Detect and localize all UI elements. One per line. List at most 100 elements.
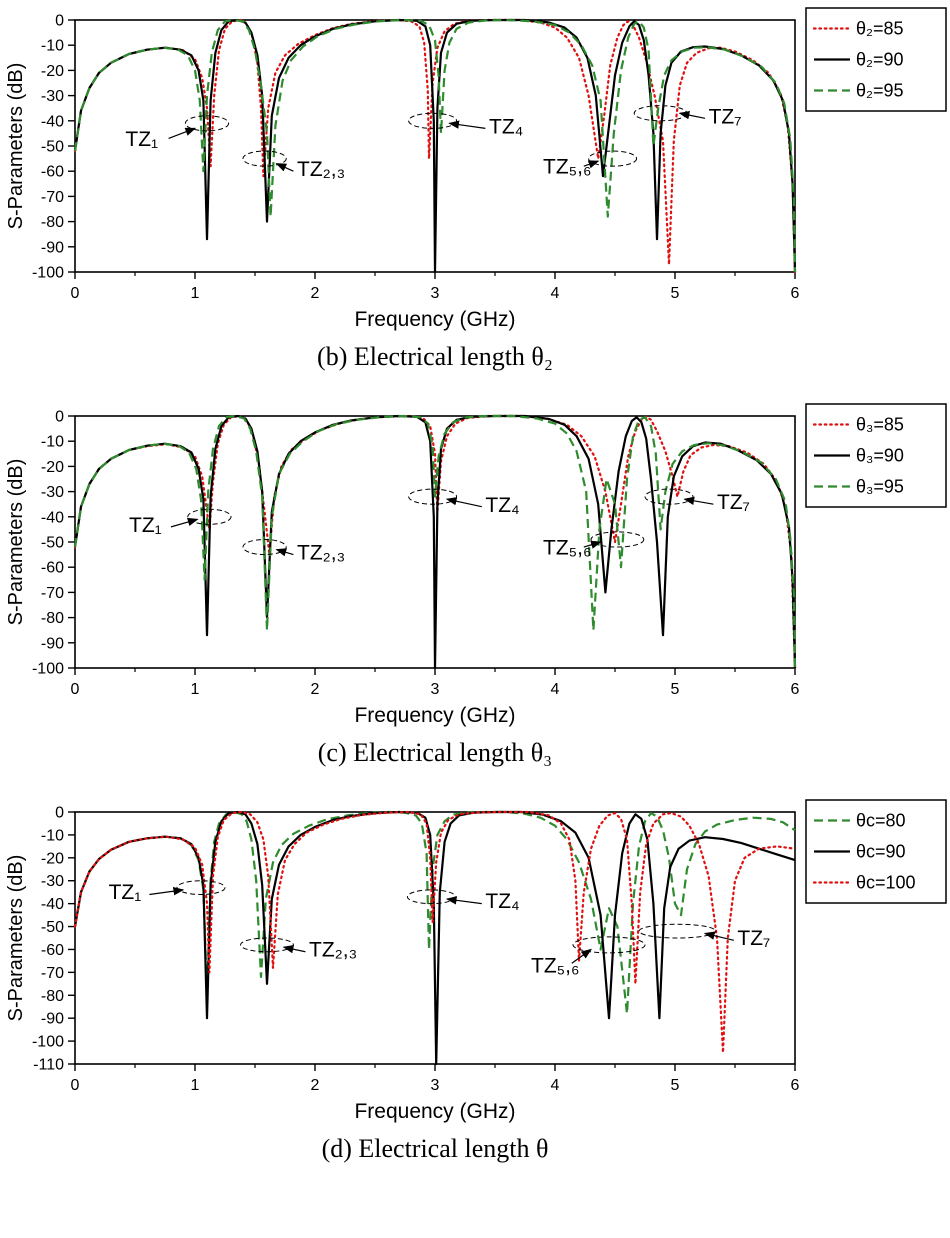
y-axis-label: S-Parameters (dB) [5, 459, 27, 626]
annotation-ellipse [588, 150, 638, 167]
y-tick-label: -30 [41, 484, 64, 501]
legend-label: θc=100 [856, 873, 916, 893]
y-tick-label: -40 [41, 113, 64, 130]
annotation-ellipse [572, 936, 646, 954]
annotation-label: TZ₅,₆ [543, 156, 591, 179]
annotation-ellipse [187, 508, 232, 525]
y-tick-label: -90 [41, 635, 64, 652]
legend-label: θ₂=95 [856, 81, 904, 101]
annotation-arrow [168, 127, 197, 140]
annotation-label: TZ₇ [737, 927, 770, 950]
chart-canvas-d: 0 -10 -20 -30 -40 -50 -60 -70 -80 -90 -100 -110 0 1 2 3… [5, 799, 947, 1123]
x-tick-label: 4 [551, 681, 560, 698]
y-tick-label: -50 [41, 535, 64, 552]
y-tick-label: -90 [41, 1011, 64, 1028]
y-tick-label: -10 [41, 38, 64, 55]
y-tick-label: -60 [41, 164, 64, 181]
caption-b: (b) Electrical length θ₂ [317, 342, 553, 371]
x-axis-label: Frequency (GHz) [354, 1100, 515, 1123]
y-tick-label: -100 [32, 265, 64, 282]
y-tick-label: -40 [41, 509, 64, 526]
legend-label: θc=80 [856, 811, 906, 831]
x-tick-label: 2 [311, 285, 320, 302]
y-tick-label: -30 [41, 873, 64, 890]
annotation-ellipse [638, 923, 717, 939]
annotation-arrow [170, 517, 199, 528]
annotation-ellipse [240, 937, 294, 953]
x-tick-label: 3 [431, 1077, 440, 1094]
legend-label: θ₃=95 [856, 477, 904, 497]
x-axis-label: Frequency (GHz) [354, 308, 515, 331]
annotation-arrow [448, 120, 486, 129]
x-tick-label: 1 [191, 285, 200, 302]
y-axis-label: S-Parameters (dB) [5, 855, 27, 1022]
chart-panel-d: 0 -10 -20 -30 -40 -50 -60 -70 -80 -90 -100 -110 0 1 2 3… [0, 798, 950, 1164]
annotation-arrow [445, 497, 482, 508]
annotation-ellipse [633, 105, 688, 122]
x-tick-label: 0 [71, 285, 80, 302]
annotation-arrow [275, 548, 294, 557]
legend-label: θc=90 [856, 842, 906, 862]
x-tick-label: 6 [791, 285, 800, 302]
annotation-ellipse [242, 538, 287, 556]
y-tick-label: -20 [41, 63, 64, 80]
x-tick-label: 5 [671, 285, 680, 302]
annotation-ellipse [176, 880, 226, 895]
annotation-arrow [282, 945, 306, 954]
y-tick-label: -10 [41, 434, 64, 451]
annotation-arrow [571, 948, 592, 964]
y-tick-label: -70 [41, 965, 64, 982]
chart-canvas-c: 0 -10 -20 -30 -40 -50 -60 -70 -80 -90 -100 0 1 2 3 4 5 6 F… [5, 403, 947, 727]
x-tick-label: 6 [791, 681, 800, 698]
x-tick-label: 6 [791, 1077, 800, 1094]
caption-d: (d) Electrical length θ [321, 1134, 549, 1163]
x-tick-label: 2 [311, 1077, 320, 1094]
series-line-dashed [73, 810, 796, 1015]
series-line-dotted [73, 18, 797, 274]
x-tick-label: 5 [671, 1077, 680, 1094]
annotation-label: TZ₄ [485, 494, 519, 517]
annotation-label: TZ₅,₆ [531, 954, 579, 977]
annotation-ellipse [184, 115, 230, 132]
x-tick-label: 3 [431, 681, 440, 698]
annotation-ellipse [408, 488, 458, 505]
annotation-label: TZ₁ [109, 881, 142, 904]
y-tick-label: -50 [41, 919, 64, 936]
annotation-arrow [275, 163, 294, 172]
annotation-label: TZ₇ [709, 105, 742, 128]
x-tick-label: 0 [71, 681, 80, 698]
chart-panel-b: 0 -10 -20 -30 -40 -50 -60 -70 -80 -90 -100 0 1 2 3 4 5 6 F… [0, 6, 950, 372]
annotation-arrow [149, 887, 185, 896]
y-tick-label: -70 [41, 585, 64, 602]
y-tick-label: 0 [55, 409, 64, 426]
y-tick-label: 0 [55, 13, 64, 30]
y-tick-label: -40 [41, 896, 64, 913]
figure-page: 0 -10 -20 -30 -40 -50 -60 -70 -80 -90 -100 0 1 2 3 4 5 6 F… [0, 6, 950, 1164]
annotation-label: TZ₁ [125, 128, 158, 151]
x-tick-label: 2 [311, 681, 320, 698]
chart-panel-c: 0 -10 -20 -30 -40 -50 -60 -70 -80 -90 -100 0 1 2 3 4 5 6 F… [0, 402, 950, 768]
legend-label: θ₃=85 [856, 415, 904, 435]
series-line-dashed [73, 414, 797, 669]
y-tick-label: -20 [41, 850, 64, 867]
x-tick-label: 4 [551, 1077, 560, 1094]
series-line-dotted [73, 810, 797, 1054]
x-tick-label: 5 [671, 681, 680, 698]
annotation-arrow [583, 160, 600, 169]
annotation-ellipse [242, 150, 287, 167]
y-tick-label: -90 [41, 239, 64, 256]
annotation-label: TZ₁ [129, 514, 162, 537]
x-tick-label: 4 [551, 285, 560, 302]
annotation-ellipse [590, 531, 645, 548]
chart-canvas-b: 0 -10 -20 -30 -40 -50 -60 -70 -80 -90 -100 0 1 2 3 4 5 6 F… [5, 7, 947, 331]
x-axis-label: Frequency (GHz) [354, 704, 515, 727]
y-tick-label: -10 [41, 827, 64, 844]
annotation-ellipse [644, 488, 694, 505]
x-tick-label: 3 [431, 285, 440, 302]
y-tick-label: -100 [32, 661, 64, 678]
series-line-solid [73, 18, 797, 274]
y-tick-label: -110 [33, 1057, 64, 1074]
annotation-label: TZ₂,₃ [309, 938, 357, 961]
y-tick-label: -60 [41, 942, 64, 959]
annotation-label: TZ₇ [717, 491, 750, 514]
